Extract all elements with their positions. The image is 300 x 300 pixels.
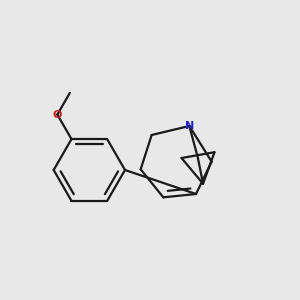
Text: O: O (52, 110, 62, 120)
Text: N: N (185, 121, 194, 131)
